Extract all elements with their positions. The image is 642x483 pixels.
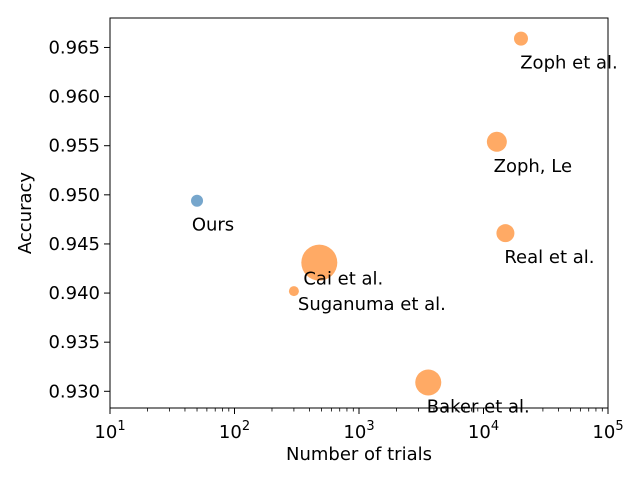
point-cai-et-al	[301, 244, 338, 281]
y-tick-label: 0.965	[48, 37, 100, 58]
y-tick-label: 0.945	[48, 234, 100, 255]
point-baker-et-al	[415, 369, 442, 396]
y-tick-label: 0.940	[48, 283, 100, 304]
x-axis: 101 102 103 104 105	[94, 408, 624, 443]
y-axis: 0.930 0.935 0.940 0.945 0.950 0.955 0.960 0.965	[48, 37, 110, 402]
point-zoph-et-al	[513, 31, 528, 46]
point-ours	[191, 194, 204, 207]
point-label-real-et-al: Real et al.	[504, 247, 594, 268]
y-tick-label: 0.955	[48, 136, 100, 157]
point-label-zoph-le: Zoph, Le	[494, 156, 572, 177]
point-label-cai-et-al: Cai et al.	[303, 269, 383, 290]
point-label-suganuma-et-al: Suganuma et al.	[298, 294, 446, 315]
point-label-baker-et-al: Baker et al.	[427, 396, 530, 417]
x-tick-label: 101	[94, 419, 125, 443]
point-suganuma-et-al	[288, 286, 299, 297]
point-labels: Ours Zoph et al. Zoph, Le Real et al. Cai et…	[192, 53, 618, 418]
x-tick-label: 103	[343, 419, 374, 443]
point-zoph-le	[486, 131, 507, 152]
x-tick-label: 104	[468, 419, 499, 443]
y-tick-label: 0.930	[48, 381, 100, 402]
x-tick-label: 102	[219, 419, 250, 443]
y-tick-label: 0.935	[48, 332, 100, 353]
x-axis-label: Number of trials	[286, 444, 432, 465]
data-points	[191, 31, 528, 396]
point-real-et-al	[496, 224, 515, 243]
x-tick-label: 105	[592, 419, 623, 443]
point-label-zoph-et-al: Zoph et al.	[520, 53, 618, 74]
y-tick-label: 0.950	[48, 185, 100, 206]
point-label-ours: Ours	[192, 215, 234, 236]
y-tick-label: 0.960	[48, 87, 100, 108]
y-axis-label: Accuracy	[15, 172, 36, 255]
